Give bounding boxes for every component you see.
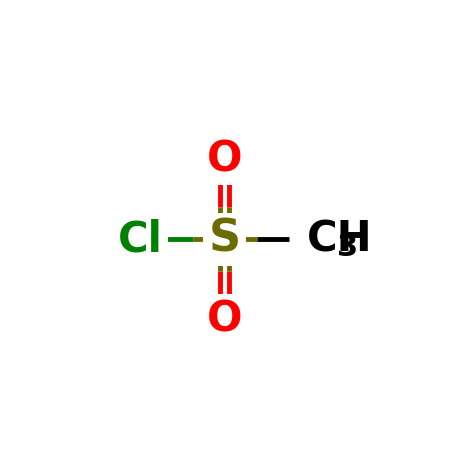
Text: O: O [207, 138, 242, 180]
Text: 3: 3 [337, 233, 358, 262]
Text: O: O [207, 299, 242, 341]
Text: S: S [209, 218, 241, 261]
Text: Cl: Cl [118, 219, 163, 260]
Text: CH: CH [307, 219, 373, 260]
